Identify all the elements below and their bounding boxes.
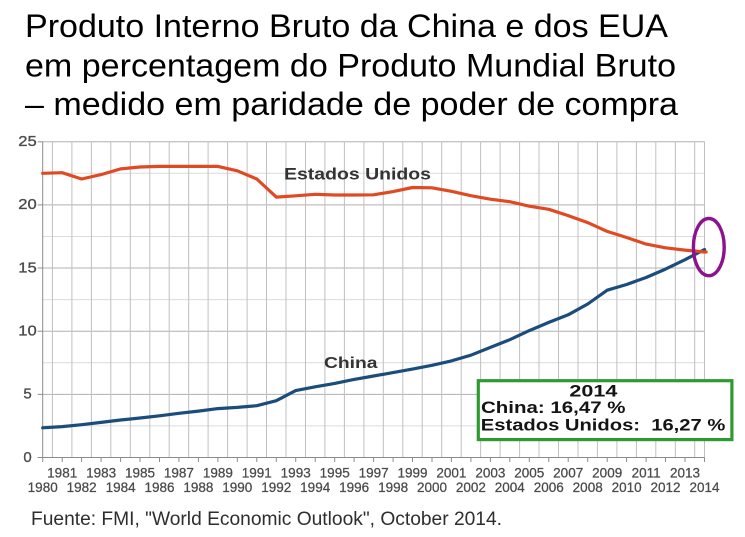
svg-text:0: 0: [23, 449, 31, 466]
svg-text:1987: 1987: [164, 465, 194, 480]
svg-text:2002: 2002: [456, 480, 486, 495]
svg-text:2014: 2014: [689, 480, 720, 495]
svg-text:5: 5: [23, 386, 31, 403]
svg-text:1984: 1984: [106, 480, 137, 495]
svg-text:China: 16,47 %: China: 16,47 %: [481, 399, 626, 417]
svg-text:China: China: [324, 355, 378, 372]
svg-text:2009: 2009: [592, 465, 622, 480]
svg-text:Produto Interno Bruto da China: Produto Interno Bruto da China e dos EUA: [25, 8, 668, 44]
svg-text:1993: 1993: [281, 465, 311, 480]
svg-text:25: 25: [18, 133, 37, 150]
svg-text:Estados Unidos: 16,27 %: Estados Unidos: 16,27 %: [481, 416, 726, 434]
svg-text:1999: 1999: [397, 465, 427, 480]
svg-text:1995: 1995: [320, 465, 350, 480]
svg-text:1981: 1981: [47, 465, 77, 480]
svg-text:1989: 1989: [203, 465, 233, 480]
svg-text:2006: 2006: [534, 480, 564, 495]
svg-text:Fuente: FMI, "World Economic O: Fuente: FMI, "World Economic Outlook", O…: [31, 509, 502, 530]
svg-text:em percentagem do Produto Mund: em percentagem do Produto Mundial Bruto: [25, 47, 676, 83]
svg-text:1997: 1997: [359, 465, 389, 480]
svg-text:2010: 2010: [612, 480, 642, 495]
svg-text:2011: 2011: [632, 465, 661, 480]
svg-text:2012: 2012: [650, 480, 680, 495]
svg-text:1985: 1985: [125, 465, 155, 480]
svg-text:1983: 1983: [86, 465, 116, 480]
svg-text:1998: 1998: [378, 480, 408, 495]
svg-text:1982: 1982: [67, 480, 97, 495]
svg-text:2003: 2003: [475, 465, 505, 480]
svg-text:1992: 1992: [261, 480, 291, 495]
svg-text:1990: 1990: [222, 480, 252, 495]
svg-text:15: 15: [18, 259, 37, 276]
svg-text:2013: 2013: [670, 465, 700, 480]
svg-text:2000: 2000: [417, 480, 447, 495]
svg-text:20: 20: [18, 196, 37, 213]
svg-text:2007: 2007: [553, 465, 583, 480]
svg-text:Estados Unidos: Estados Unidos: [284, 165, 431, 184]
svg-text:2014: 2014: [569, 383, 618, 401]
svg-text:1986: 1986: [144, 480, 174, 495]
svg-text:1991: 1991: [242, 465, 272, 480]
svg-text:1980: 1980: [28, 480, 58, 495]
svg-text:2005: 2005: [514, 465, 544, 480]
svg-text:1988: 1988: [183, 480, 213, 495]
svg-text:10: 10: [18, 323, 37, 340]
svg-text:1994: 1994: [300, 480, 331, 495]
svg-text:2001: 2001: [436, 465, 466, 480]
svg-text:1996: 1996: [339, 480, 369, 495]
svg-text:2008: 2008: [573, 480, 603, 495]
svg-text:2004: 2004: [495, 480, 526, 495]
svg-text:– medido em paridade de poder: – medido em paridade de poder de compra: [25, 86, 679, 122]
